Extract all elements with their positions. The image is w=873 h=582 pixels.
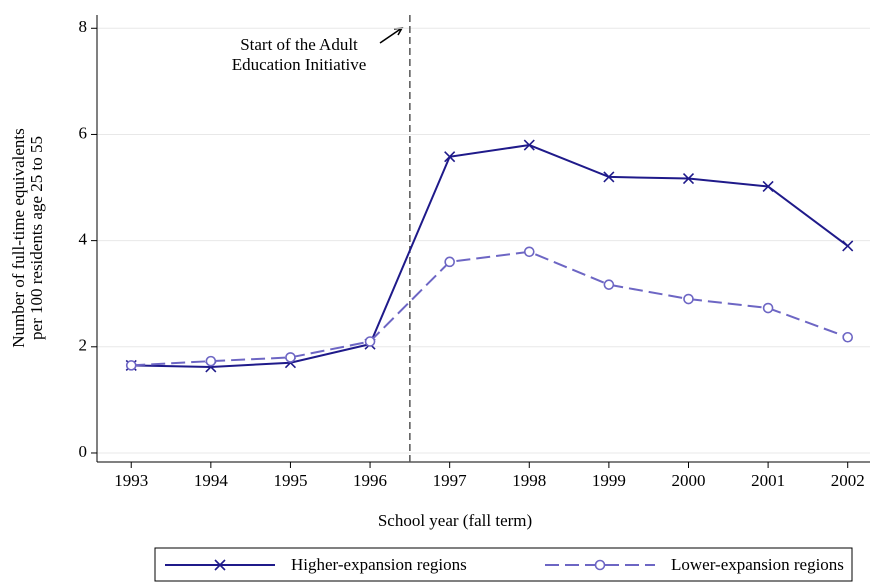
legend-label: Lower-expansion regions <box>671 555 844 574</box>
point <box>842 240 854 252</box>
legend-marker <box>214 559 226 571</box>
annotation: Start of the Adult <box>240 35 358 54</box>
y-tick-label: 6 <box>79 123 88 142</box>
point <box>285 352 296 363</box>
point <box>603 171 615 183</box>
x-tick-label: 2001 <box>751 471 785 490</box>
y-tick-label: 8 <box>79 17 88 36</box>
point <box>762 180 774 193</box>
annotation-arrow <box>379 27 404 44</box>
point <box>364 336 376 347</box>
point <box>603 279 615 290</box>
point <box>682 172 695 185</box>
x-tick-label: 2000 <box>671 471 705 490</box>
point <box>523 139 535 151</box>
point <box>762 302 774 314</box>
legend-marker <box>594 559 606 571</box>
y-tick-label: 0 <box>79 442 88 461</box>
point <box>125 360 137 371</box>
point <box>842 331 854 343</box>
line <box>131 250 849 367</box>
x-tick-label: 1998 <box>512 471 546 490</box>
point <box>523 246 535 258</box>
x-tick-label: 1995 <box>273 471 307 490</box>
point <box>444 256 455 268</box>
legend-box <box>154 547 853 582</box>
x-tick-label: 1997 <box>433 471 468 490</box>
point <box>444 151 456 163</box>
x-tick-label: 2002 <box>831 471 865 490</box>
legend-label: Higher-expansion regions <box>291 555 467 574</box>
y-tick-label: 4 <box>79 230 88 249</box>
point <box>205 355 217 367</box>
x-tick-label: 1994 <box>194 471 229 490</box>
y-axis-label: Number of full-time equivalents <box>9 128 28 348</box>
x-axis-label: School year (fall term) <box>378 511 532 530</box>
point <box>683 293 694 305</box>
line <box>131 144 849 368</box>
x-tick-label: 1993 <box>114 471 148 490</box>
x-tick-label: 1996 <box>353 471 387 490</box>
annotation: Education Initiative <box>232 55 367 74</box>
y-tick-label: 2 <box>79 336 88 355</box>
x-tick-label: 1999 <box>592 471 626 490</box>
y-axis-label: per 100 residents age 25 to 55 <box>27 136 46 340</box>
